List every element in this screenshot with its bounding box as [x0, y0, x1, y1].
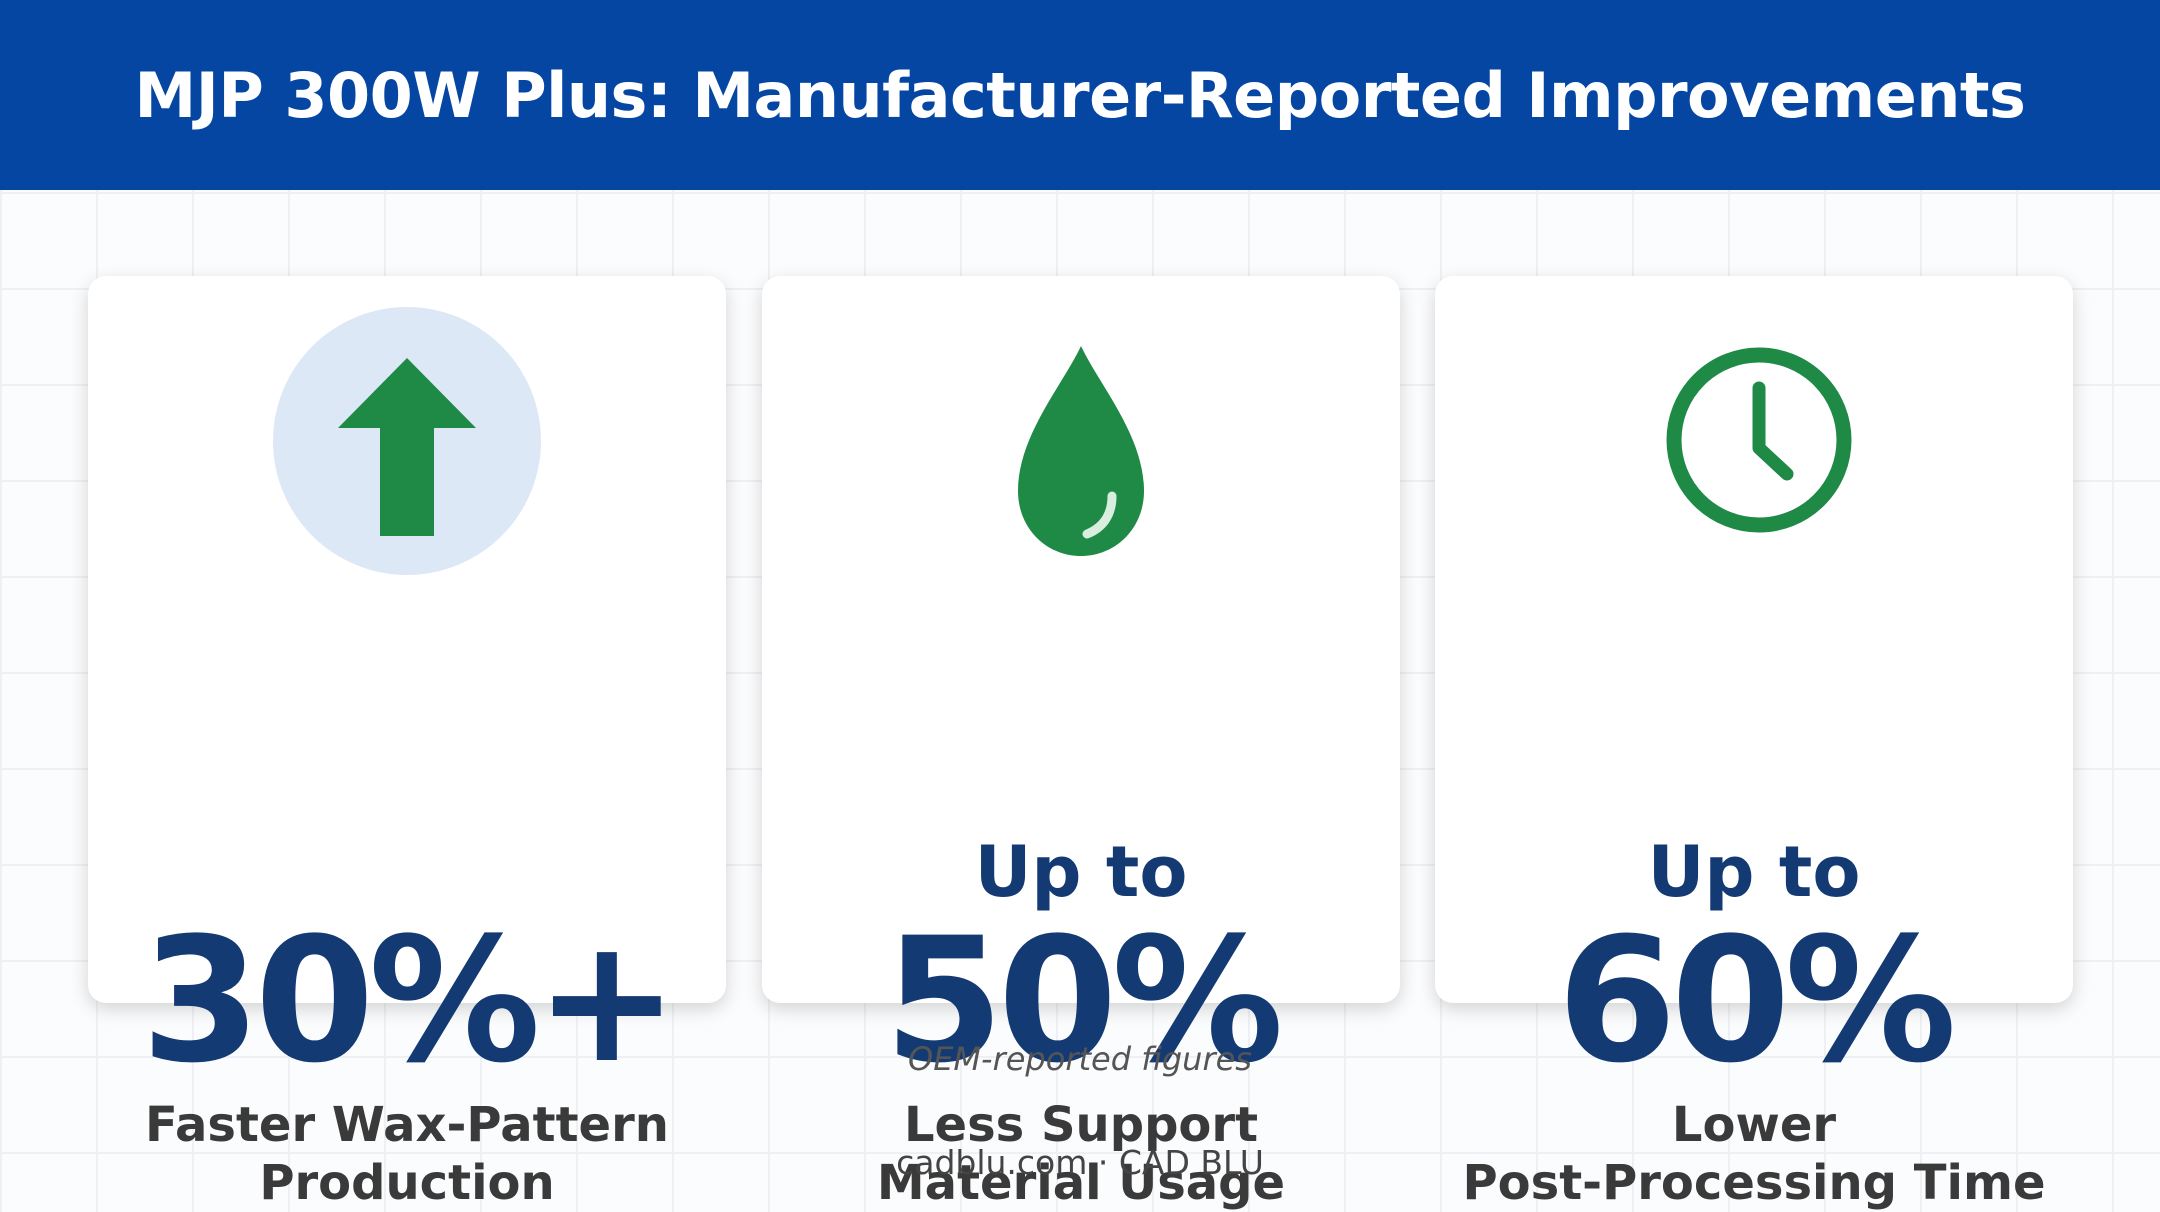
- stat-label: Less Support Material Usage: [762, 1096, 1400, 1212]
- stat-prefix: Up to: [974, 831, 1188, 913]
- card: Up to 50% Less Support Material Usage: [762, 276, 1400, 1211]
- label-line: Material Usage: [876, 1155, 1286, 1211]
- footnote: OEM-reported figures: [908, 1040, 1252, 1078]
- card: Up to 60% Lower Post-Processing Time: [1435, 276, 2073, 1211]
- card: 30%+ Faster Wax-Pattern Production: [88, 276, 726, 1211]
- stat-prefix: Up to: [1647, 831, 1861, 913]
- label-line: Less Support: [903, 1097, 1259, 1153]
- clock-icon: [1666, 347, 1852, 533]
- drop-icon: [1018, 346, 1144, 556]
- stat-value: 30%+: [141, 900, 679, 1101]
- up-arrow-icon: [273, 307, 541, 575]
- label-line: Post-Processing Time: [1462, 1155, 2046, 1211]
- stat-value: 60%: [1557, 900, 1957, 1101]
- label-line: Production: [259, 1155, 555, 1211]
- label-line: Faster Wax-Pattern: [145, 1097, 669, 1153]
- stat-label: Lower Post-Processing Time: [1435, 1096, 2073, 1212]
- stat-value: 50%: [884, 900, 1284, 1101]
- stat-label: Faster Wax-Pattern Production: [88, 1096, 726, 1212]
- footer: cadblu.com · CAD BLU: [896, 1143, 1264, 1182]
- label-line: Lower: [1671, 1097, 1837, 1153]
- header-title: MJP 300W Plus: Manufacturer-Reported Imp…: [0, 0, 2160, 190]
